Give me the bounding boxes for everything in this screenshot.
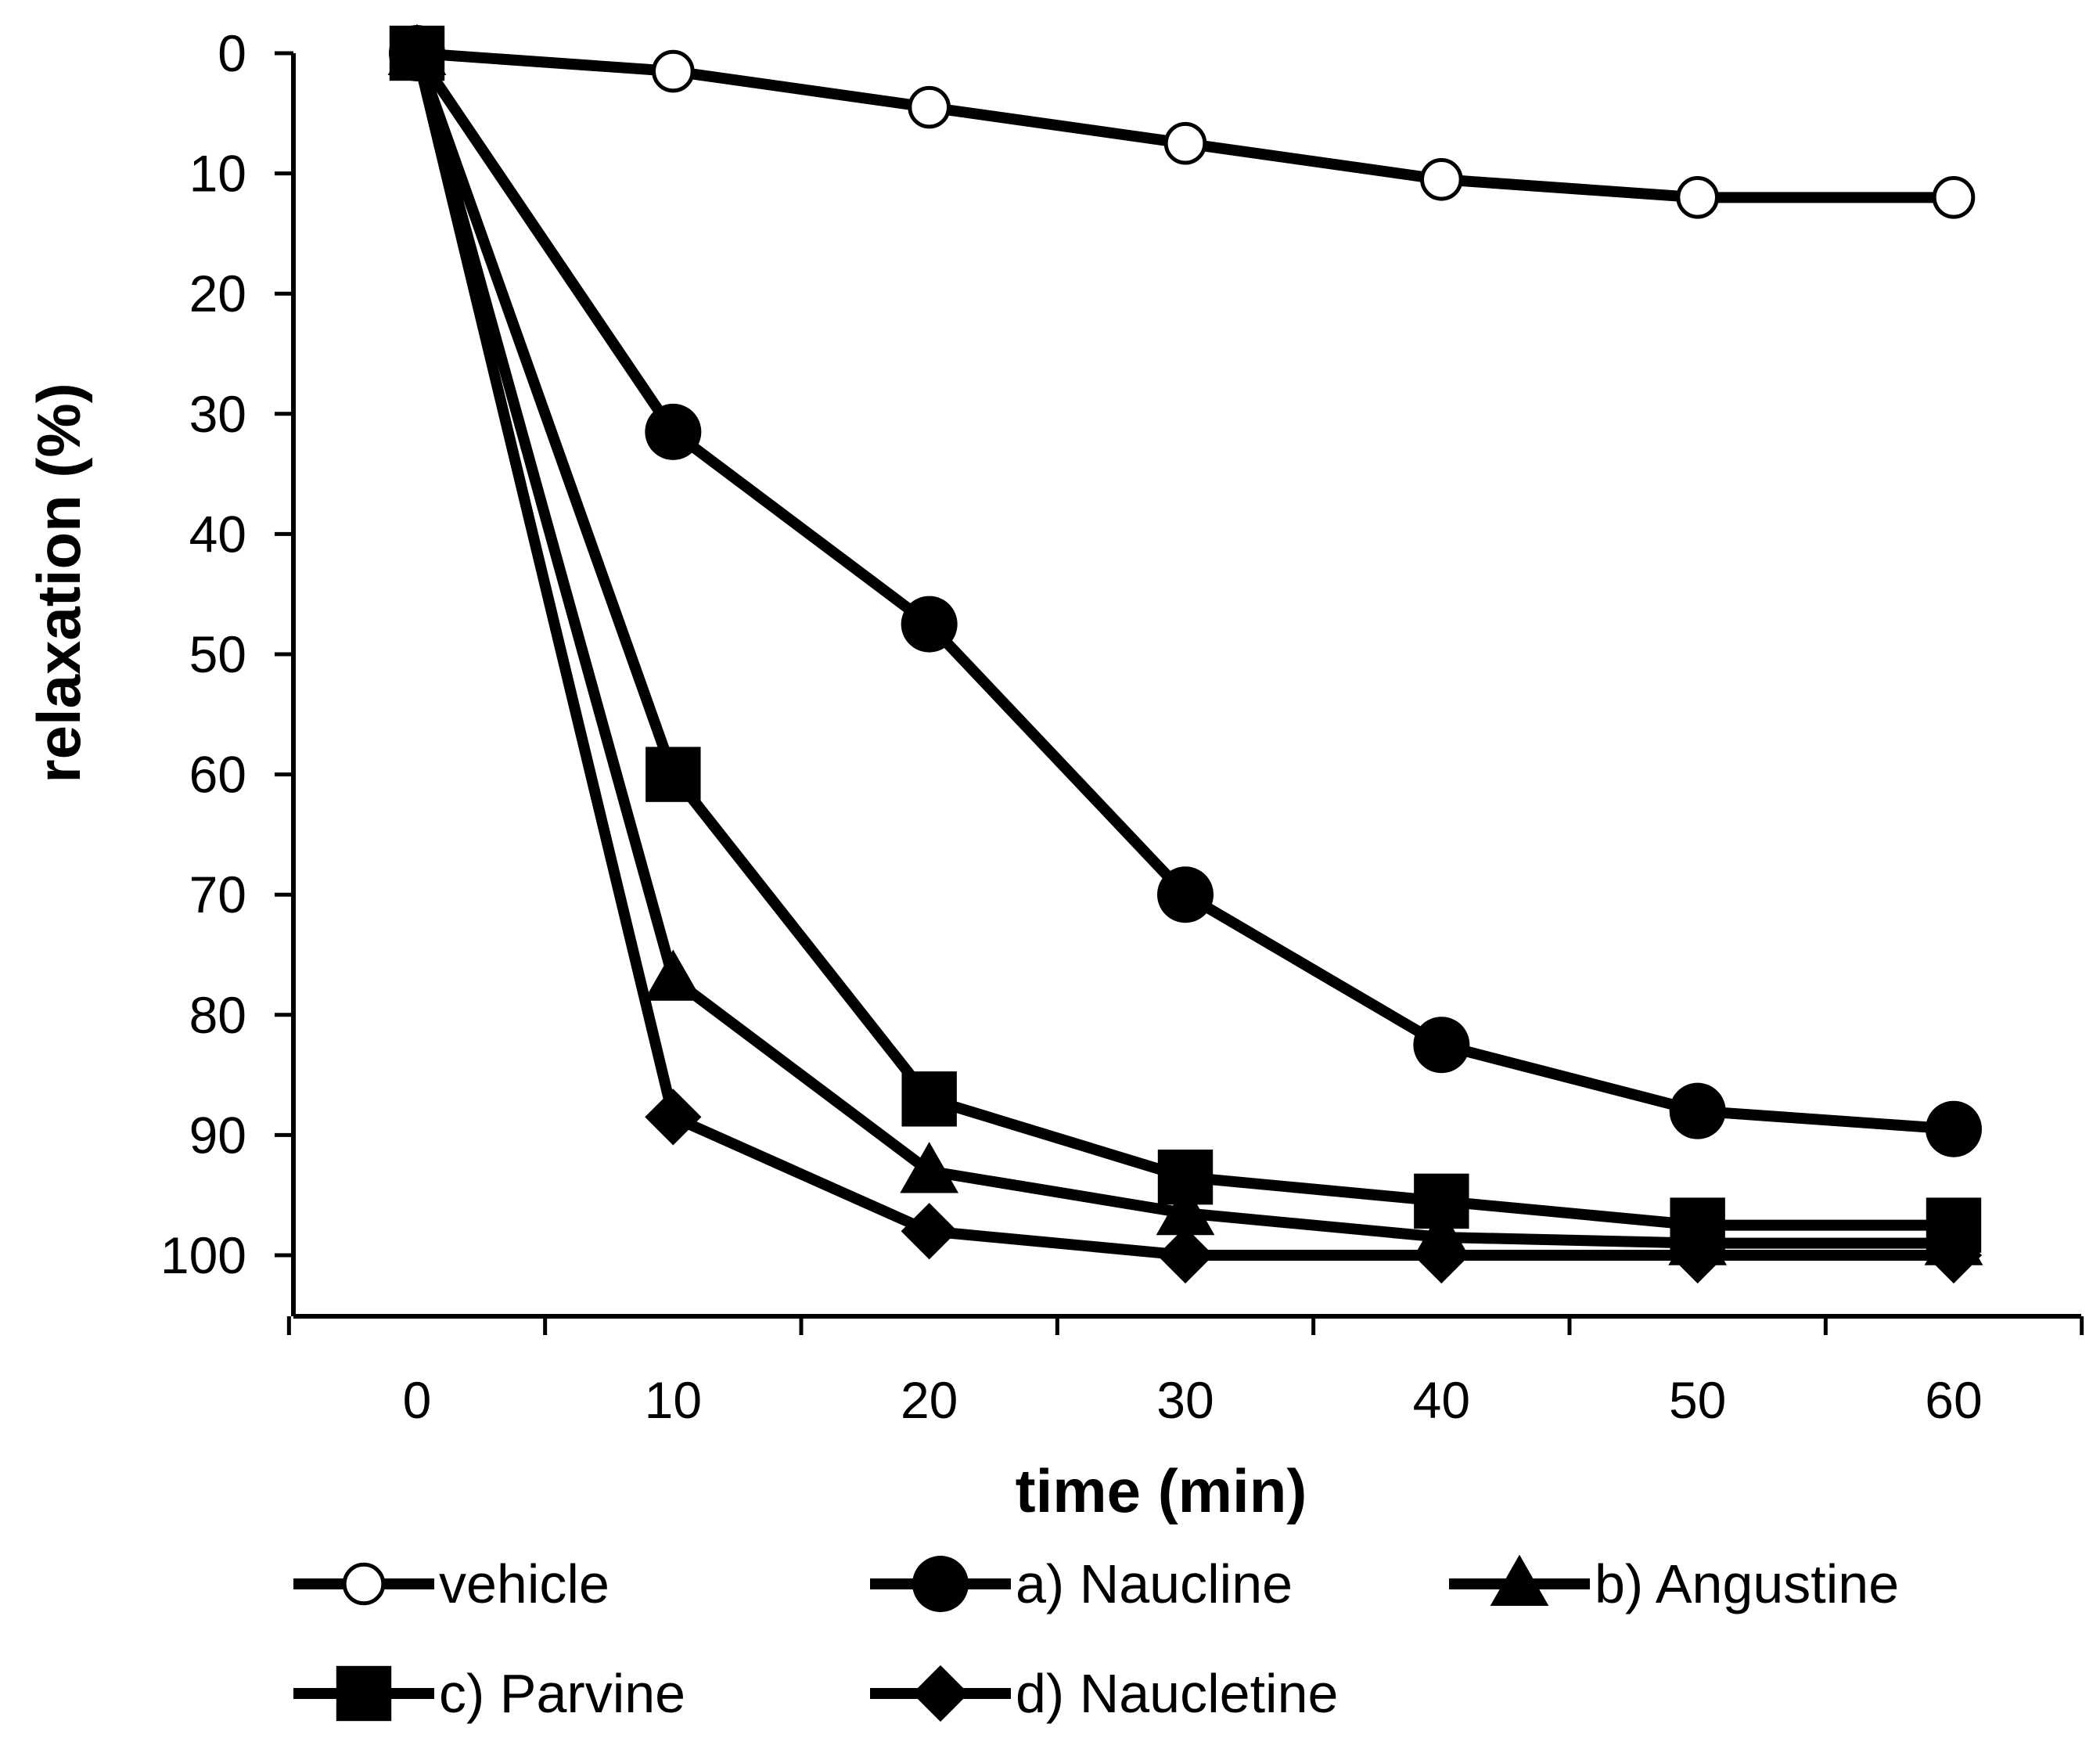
legend-item: d) Naucletine bbox=[870, 1663, 1338, 1724]
data-point bbox=[1413, 1017, 1470, 1074]
series-line bbox=[412, 50, 1954, 1135]
y-tick-label: 40 bbox=[189, 505, 246, 563]
data-point bbox=[643, 949, 703, 1001]
legend-item: c) Parvine bbox=[293, 1663, 685, 1724]
data-point bbox=[901, 596, 958, 653]
series-group bbox=[387, 23, 1983, 1284]
data-point bbox=[1414, 1173, 1469, 1229]
data-point bbox=[1157, 1149, 1214, 1205]
legend-marker bbox=[336, 1665, 392, 1722]
data-point bbox=[1669, 1226, 1726, 1284]
x-tick-label: 50 bbox=[1669, 1371, 1726, 1429]
data-point bbox=[901, 1071, 957, 1127]
legend-label: b) Angustine bbox=[1595, 1553, 1899, 1614]
legend-label: a) Naucline bbox=[1016, 1553, 1293, 1614]
data-point bbox=[1156, 1226, 1214, 1284]
data-point bbox=[1413, 1226, 1470, 1284]
y-tick-label: 0 bbox=[218, 24, 246, 82]
y-tick-label: 80 bbox=[189, 986, 246, 1044]
data-point bbox=[652, 49, 695, 93]
x-tick-label: 60 bbox=[1925, 1371, 1982, 1429]
y-ticks: 0 10 20 30 40 50 60 70 80 90 100 bbox=[160, 24, 293, 1284]
legend-label: d) Naucletine bbox=[1016, 1663, 1338, 1724]
data-point bbox=[388, 24, 446, 82]
y-tick-label: 20 bbox=[189, 265, 246, 322]
data-point bbox=[908, 85, 951, 129]
legend-marker bbox=[1490, 1554, 1549, 1607]
data-point bbox=[900, 1142, 959, 1193]
legend-marker bbox=[912, 1665, 969, 1722]
data-point bbox=[1669, 1082, 1726, 1139]
y-tick-label: 10 bbox=[189, 145, 246, 203]
y-tick-label: 60 bbox=[189, 746, 246, 804]
data-point bbox=[1926, 1100, 1982, 1157]
x-tick-label: 30 bbox=[1156, 1371, 1214, 1429]
x-tick-label: 40 bbox=[1413, 1371, 1470, 1429]
series-line bbox=[412, 52, 1954, 1249]
data-point bbox=[1163, 121, 1207, 165]
series-line bbox=[412, 51, 1954, 1231]
data-point bbox=[1925, 1226, 1983, 1284]
data-point bbox=[1676, 176, 1719, 219]
data-point bbox=[645, 747, 701, 802]
data-point bbox=[1932, 176, 1976, 219]
legend-label: c) Parvine bbox=[439, 1663, 685, 1724]
data-point bbox=[901, 1203, 958, 1260]
y-tick-label: 70 bbox=[189, 866, 246, 923]
series-c-parvine bbox=[389, 25, 1982, 1253]
x-ticks: 0 10 20 30 40 50 60 bbox=[286, 1316, 2084, 1429]
legend: vehicle a) Naucline b) Angustine c) Parvine… bbox=[293, 1553, 1899, 1724]
data-point bbox=[1156, 1183, 1215, 1236]
legend-item: b) Angustine bbox=[1449, 1553, 1899, 1614]
y-tick-label: 50 bbox=[189, 625, 246, 683]
y-axis-title: relaxation (%) bbox=[24, 383, 93, 783]
y-tick-label: 90 bbox=[189, 1106, 246, 1164]
data-point bbox=[645, 403, 702, 460]
data-point bbox=[1157, 866, 1214, 923]
data-point bbox=[645, 1089, 702, 1146]
x-tick-label: 10 bbox=[645, 1371, 702, 1429]
legend-item: a) Naucline bbox=[870, 1553, 1293, 1614]
series-vehicle bbox=[395, 31, 1976, 219]
y-tick-label: 30 bbox=[189, 385, 246, 443]
y-tick-label: 100 bbox=[160, 1226, 246, 1284]
x-tick-label: 20 bbox=[901, 1371, 958, 1429]
x-axis-title: time (min) bbox=[1016, 1456, 1307, 1525]
series-line bbox=[412, 52, 1954, 1261]
series-d-naucletine bbox=[388, 24, 1983, 1284]
legend-label: vehicle bbox=[439, 1553, 610, 1614]
data-point bbox=[1420, 157, 1463, 201]
x-tick-label: 0 bbox=[403, 1371, 432, 1429]
legend-marker bbox=[912, 1556, 969, 1612]
legend-item: vehicle bbox=[293, 1553, 610, 1614]
axes: 0 10 20 30 40 50 60 70 80 90 100 0 10 20 30 40 50 60 bbox=[160, 24, 2084, 1429]
legend-marker bbox=[342, 1562, 386, 1606]
